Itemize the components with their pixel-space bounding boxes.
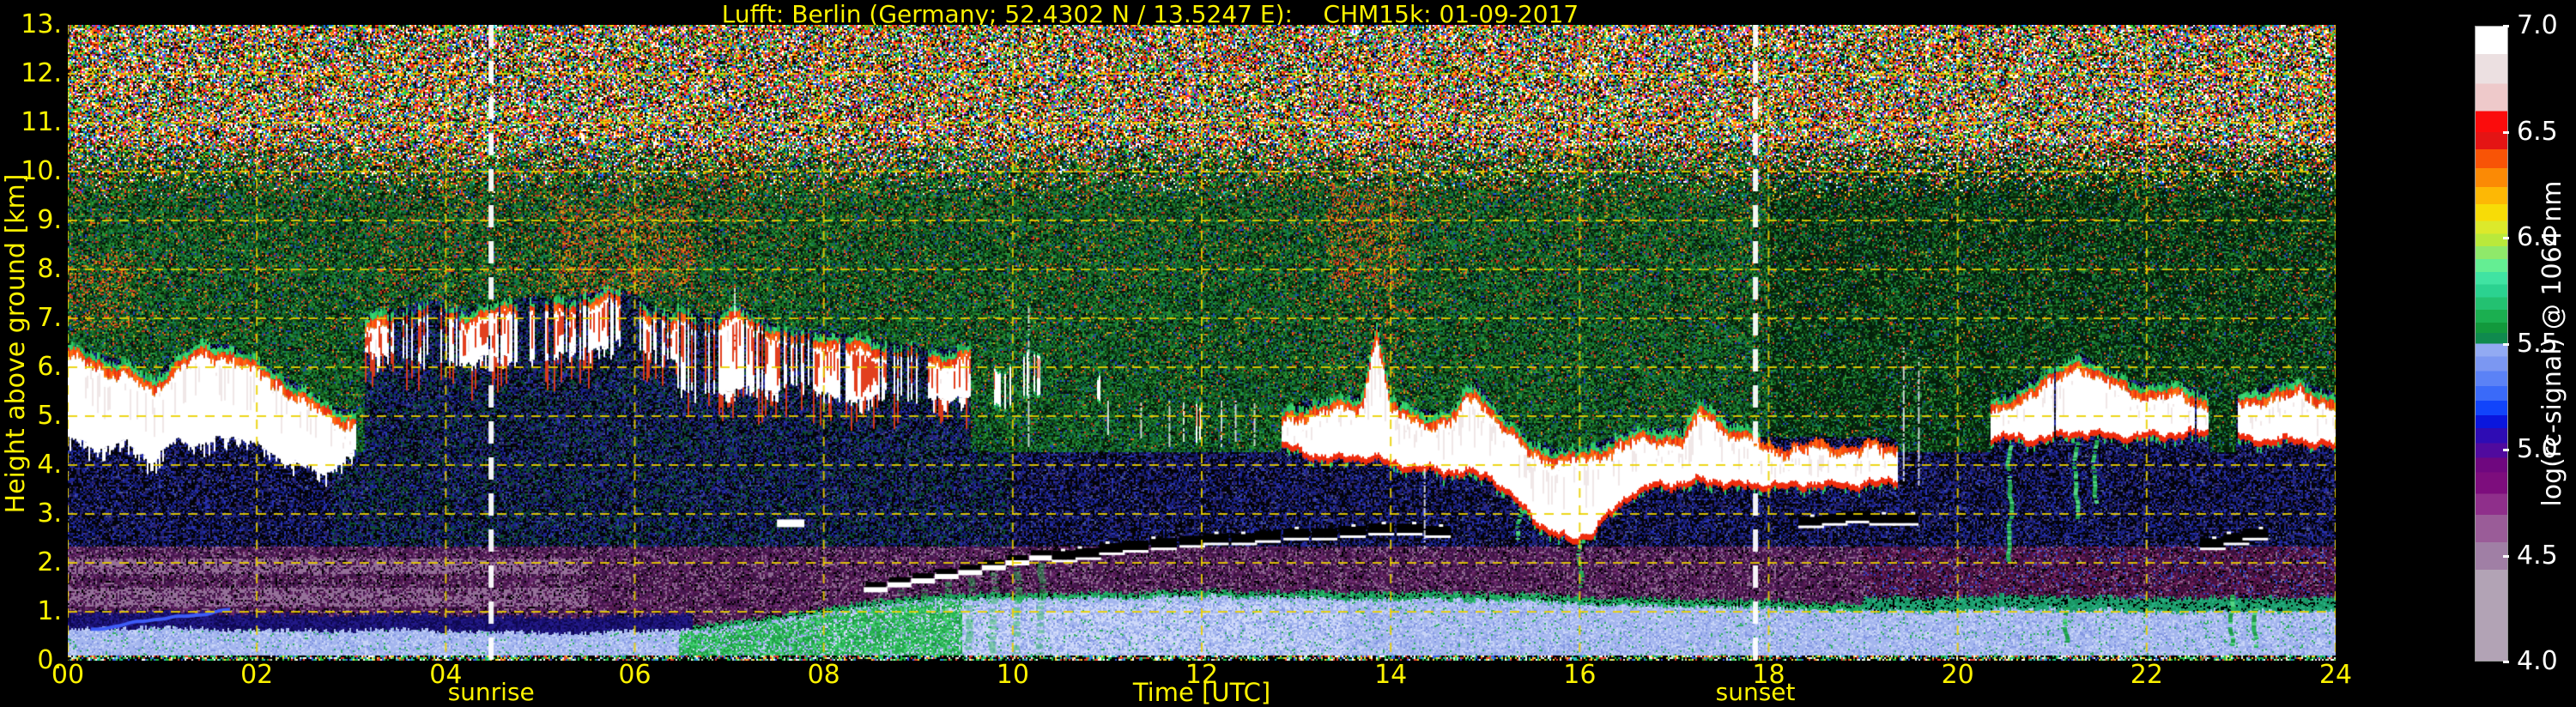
y-tick-12: 12. <box>21 58 62 88</box>
y-tick-2: 2. <box>37 547 62 577</box>
x-axis-label: Time [UTC] <box>1132 678 1271 707</box>
y-tick-10: 10. <box>21 156 62 186</box>
y-tick-11: 11. <box>21 107 62 137</box>
colorbar-tick-5.0: 5.0 <box>2517 434 2558 464</box>
sunrise-label: sunrise <box>447 678 535 706</box>
page-title: Lufft: Berlin (Germany; 52.4302 N / 13.5… <box>721 0 1579 28</box>
colorbar-tick-mark <box>2503 449 2509 451</box>
y-tick-8: 8. <box>37 254 62 284</box>
x-tick-08: 08 <box>807 660 840 690</box>
x-tick-10: 10 <box>996 660 1029 690</box>
x-tick-24: 24 <box>2318 660 2353 690</box>
colorbar-tick-mark <box>2503 342 2509 346</box>
x-tick-20: 20 <box>1941 660 1974 690</box>
colorbar-tick-mark <box>2503 130 2509 134</box>
x-tick-12: 12 <box>1185 660 1219 690</box>
colorbar-tick-mark <box>2503 25 2509 27</box>
y-tick-7: 7. <box>37 303 62 333</box>
y-tick-1: 1. <box>37 596 62 626</box>
x-tick-22: 22 <box>2130 660 2163 690</box>
x-tick-16: 16 <box>1563 660 1597 690</box>
sunset-label: sunset <box>1715 678 1796 706</box>
colorbar-tick-5.5: 5.5 <box>2517 328 2558 359</box>
y-tick-4: 4. <box>37 450 62 480</box>
colorbar-tick-6.5: 6.5 <box>2517 116 2558 147</box>
colorbar-tick-4.0: 4.0 <box>2517 646 2558 676</box>
lidar-heatmap-canvas <box>68 25 2336 661</box>
x-tick-06: 06 <box>618 660 652 690</box>
colorbar-tick-7.0: 7.0 <box>2517 10 2558 40</box>
colorbar-tick-mark <box>2503 237 2509 239</box>
x-tick-18: 18 <box>1752 660 1785 690</box>
x-tick-02: 02 <box>240 660 274 690</box>
colorbar <box>2475 26 2508 662</box>
x-tick-00: 00 <box>51 660 85 690</box>
y-tick-0: 0. <box>37 645 62 675</box>
x-tick-14: 14 <box>1374 660 1408 690</box>
colorbar-tick-6.0: 6.0 <box>2517 222 2558 252</box>
y-tick-6: 6. <box>37 352 62 382</box>
colorbar-tick-mark <box>2503 554 2509 558</box>
y-tick-5: 5. <box>37 401 62 431</box>
y-tick-13: 13. <box>21 9 62 39</box>
colorbar-tick-mark <box>2503 661 2509 663</box>
y-tick-3: 3. <box>37 499 62 529</box>
x-tick-04: 04 <box>429 660 463 690</box>
colorbar-label: log(rc-signal) @ 1064 nm <box>2537 180 2567 507</box>
y-tick-9: 9. <box>37 205 62 235</box>
colorbar-tick-4.5: 4.5 <box>2517 540 2558 571</box>
